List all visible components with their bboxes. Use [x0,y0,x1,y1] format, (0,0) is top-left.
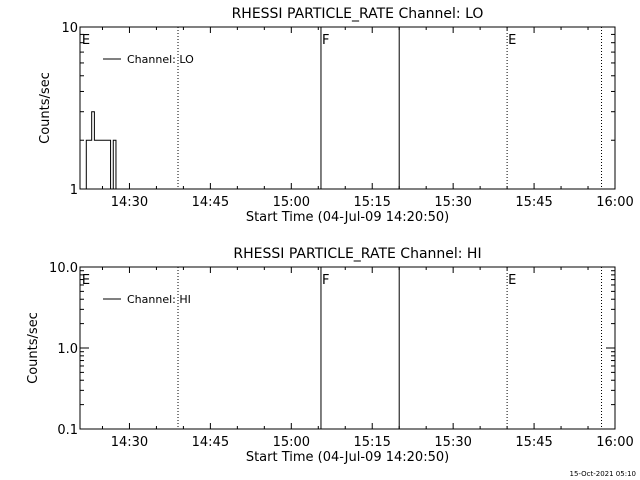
plot-frame [79,266,616,430]
x-tick-label: 14:30 [111,195,148,210]
y-axis-label: Counts/sec [38,72,53,144]
panel-lo: RHESSI PARTICLE_RATE Channel: LO 14:30 14:… [38,6,634,225]
y-tick-label: 1.0 [57,342,78,357]
x-tick-label: 15:00 [273,195,310,210]
chart-title: RHESSI PARTICLE_RATE Channel: LO [232,6,484,22]
panel-hi: RHESSI PARTICLE_RATE Channel: HI 14:30 14:… [26,246,634,465]
x-axis-label: Start Time (04-Jul-09 14:20:50) [246,450,449,465]
x-tick-label: 15:45 [515,435,552,450]
series-line [80,111,119,190]
x-tick-label: 15:15 [353,195,390,210]
footer-timestamp: 15-Oct-2021 05:10 [569,470,636,478]
legend-label: Channel: LO [127,53,194,66]
x-tick-label: 15:45 [515,195,552,210]
legend-label: Channel: HI [127,293,191,306]
x-tick-label: 16:00 [596,435,633,450]
event-marker-label: F [322,273,329,288]
x-tick-label: 15:30 [434,195,471,210]
event-marker-label: E [82,273,90,288]
y-axis-label: Counts/sec [26,312,41,384]
event-marker-label: E [82,33,90,48]
chart-title: RHESSI PARTICLE_RATE Channel: HI [233,246,481,262]
event-marker-label: F [322,33,329,48]
x-axis-label: Start Time (04-Jul-09 14:20:50) [246,210,449,225]
event-marker-label: E [508,33,516,48]
x-tick-label: 15:00 [273,435,310,450]
y-tick-label: 0.1 [57,423,78,438]
y-tick-label: 10.0 [49,261,78,276]
x-tick-label: 15:30 [434,435,471,450]
x-tick-label: 16:00 [596,195,633,210]
x-tick-label: 14:45 [192,435,229,450]
x-tick-label: 14:45 [192,195,229,210]
y-tick-label: 10 [61,21,78,36]
plot-frame [79,26,616,190]
x-tick-label: 15:15 [353,435,390,450]
y-tick-label: 1 [70,183,78,198]
x-tick-label: 14:30 [111,435,148,450]
event-marker-label: E [508,273,516,288]
